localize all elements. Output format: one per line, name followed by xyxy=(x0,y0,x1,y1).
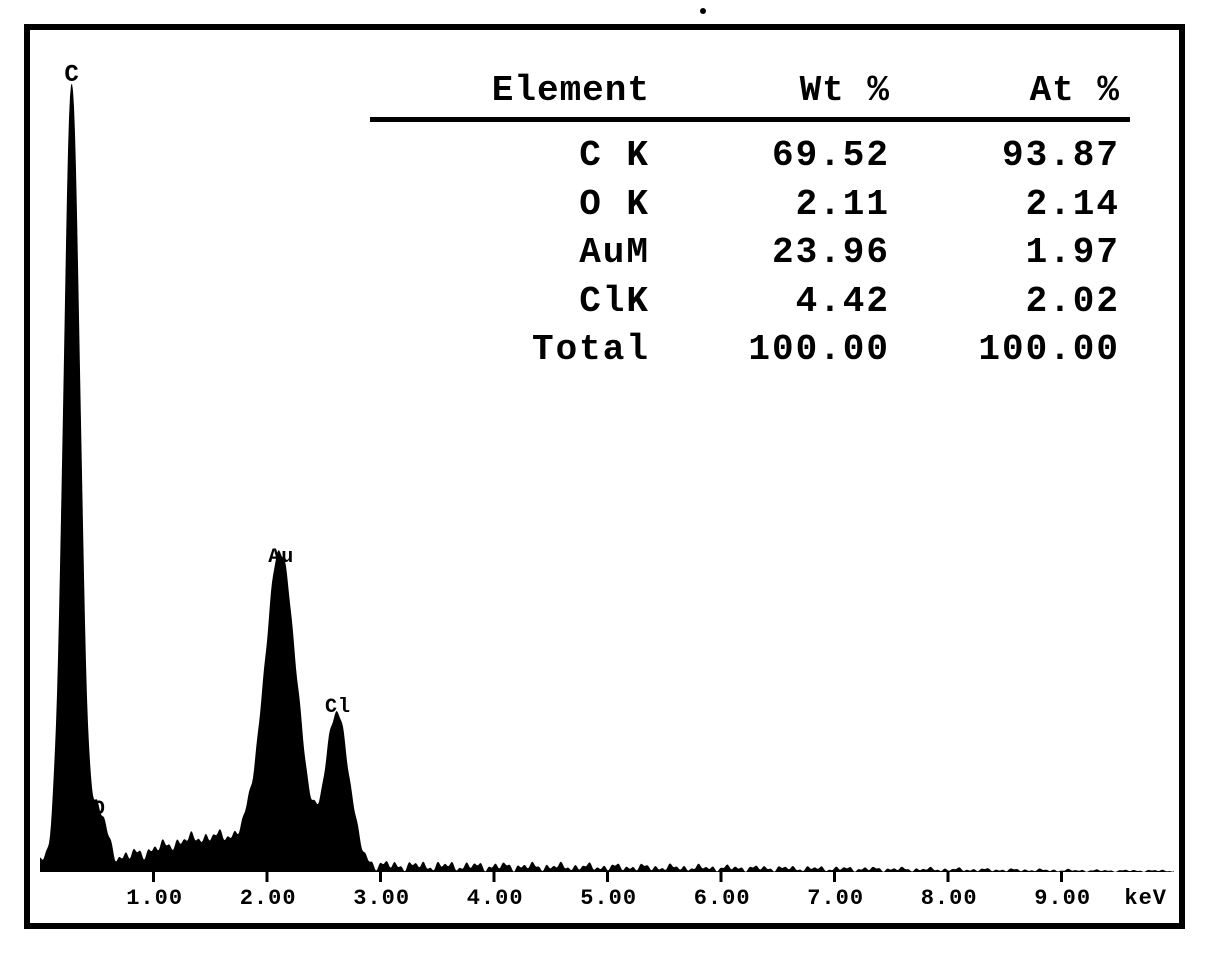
table-row: O K2.112.14 xyxy=(370,181,1130,230)
cell-at: 2.02 xyxy=(900,278,1130,327)
peak-label-o: O xyxy=(93,798,106,821)
xtick-label: 6.00 xyxy=(694,886,751,911)
cell-at: 1.97 xyxy=(900,229,1130,278)
table-body: C K69.5293.87O K2.112.14AuM23.961.97ClK4… xyxy=(370,132,1130,375)
table-row: AuM23.961.97 xyxy=(370,229,1130,278)
xtick-label: 4.00 xyxy=(467,886,524,911)
table-header-row: Element Wt % At % xyxy=(370,70,1130,122)
cell-wt: 69.52 xyxy=(670,132,900,181)
xtick-label: 8.00 xyxy=(921,886,978,911)
xtick-label: 9.00 xyxy=(1034,886,1091,911)
cell-at: 93.87 xyxy=(900,132,1130,181)
peak-label-cl: Cl xyxy=(325,696,351,719)
xtick-label: 1.00 xyxy=(126,886,183,911)
peak-label-c: C xyxy=(64,62,79,89)
noise-dot xyxy=(700,8,706,14)
cell-element: AuM xyxy=(370,229,670,278)
cell-wt: 100.00 xyxy=(670,326,900,375)
col-header-element: Element xyxy=(370,70,670,111)
col-header-wt: Wt % xyxy=(670,70,900,111)
xtick-label: 7.00 xyxy=(807,886,864,911)
x-axis-unit: keV xyxy=(1124,886,1167,911)
peak-label-au: Au xyxy=(268,546,294,569)
cell-at: 2.14 xyxy=(900,181,1130,230)
cell-wt: 4.42 xyxy=(670,278,900,327)
table-row: ClK4.422.02 xyxy=(370,278,1130,327)
cell-element: Total xyxy=(370,326,670,375)
xtick-label: 3.00 xyxy=(353,886,410,911)
table-row: C K69.5293.87 xyxy=(370,132,1130,181)
cell-wt: 23.96 xyxy=(670,229,900,278)
cell-at: 100.00 xyxy=(900,326,1130,375)
col-header-at: At % xyxy=(900,70,1130,111)
table-row: Total100.00100.00 xyxy=(370,326,1130,375)
cell-element: C K xyxy=(370,132,670,181)
composition-table: Element Wt % At % C K69.5293.87O K2.112.… xyxy=(370,70,1130,375)
cell-element: ClK xyxy=(370,278,670,327)
xtick-label: 2.00 xyxy=(240,886,297,911)
xtick-label: 5.00 xyxy=(580,886,637,911)
chart-frame: C O Au Cl 1.00 2.00 3.00 4.00 5.00 6.00 7.00 8.00 9.… xyxy=(24,24,1185,929)
cell-element: O K xyxy=(370,181,670,230)
cell-wt: 2.11 xyxy=(670,181,900,230)
